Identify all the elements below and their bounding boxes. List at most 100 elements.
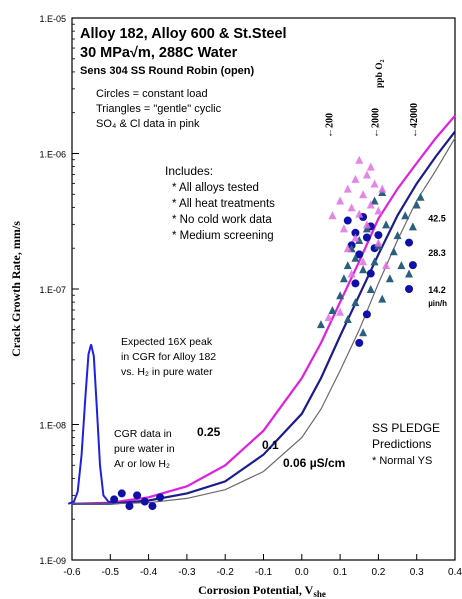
ppb-marker-2000: ←2000 bbox=[371, 108, 382, 138]
data-point-circle bbox=[355, 338, 364, 347]
data-point-circle bbox=[351, 279, 360, 288]
curve-label-0-25: 0.25 bbox=[197, 425, 221, 439]
data-point-circle bbox=[125, 502, 134, 511]
data-point-triangle bbox=[366, 200, 375, 209]
data-point-circle bbox=[148, 502, 157, 511]
y-axis-label: Crack Growth Rate, mm/s bbox=[9, 221, 23, 357]
peak-annotation-line-1: Expected 16X peak bbox=[121, 336, 213, 348]
chart-subtitle: Sens 304 SS Round Robin (open) bbox=[80, 65, 255, 77]
data-point-circle bbox=[343, 216, 352, 225]
legend-note-circles: Circles = constant load bbox=[96, 88, 208, 100]
includes-item-4: * Medium screening bbox=[172, 230, 274, 242]
includes-item-2: * All heat treatments bbox=[172, 198, 275, 210]
data-point-triangle bbox=[336, 307, 345, 316]
chart-title-line-2: 30 MPa√m, 288C Water bbox=[80, 45, 238, 61]
data-point-triangle bbox=[343, 244, 352, 253]
data-point-triangle bbox=[378, 184, 387, 193]
data-point-circle bbox=[355, 250, 364, 259]
data-point-triangle bbox=[389, 247, 398, 256]
data-point-triangle bbox=[401, 211, 410, 220]
data-point-triangle bbox=[374, 206, 383, 215]
legend-note-triangles: Triangles = "gentle" cyclic bbox=[96, 103, 222, 115]
data-point-circle bbox=[140, 497, 149, 506]
data-point-triangle bbox=[378, 294, 387, 303]
x-tick-label: 0.0 bbox=[295, 567, 309, 578]
data-point-triangle bbox=[405, 269, 414, 278]
y-tick-label: 1.E-07 bbox=[39, 285, 66, 295]
data-point-triangle bbox=[339, 274, 348, 283]
data-point-triangle bbox=[382, 261, 391, 270]
data-point-triangle bbox=[347, 203, 356, 212]
legend-note-pink: SO₄ & Cl data in pink bbox=[96, 118, 200, 130]
plot-area bbox=[71, 17, 456, 561]
pledge-annotation-line-2: Predictions bbox=[372, 437, 431, 451]
ppb-marker-label: ←2000 bbox=[371, 108, 382, 138]
velocity-label: 14.2 bbox=[428, 285, 446, 295]
data-point-triangle bbox=[355, 155, 364, 164]
curve-label-0-06: 0.06 µS/cm bbox=[283, 456, 345, 470]
data-point-triangle bbox=[336, 291, 345, 300]
data-point-triangle bbox=[351, 298, 360, 307]
ppb-marker-label: ←42000 bbox=[409, 103, 420, 138]
data-point-circle bbox=[366, 269, 375, 278]
x-tick-label: 0.2 bbox=[371, 567, 385, 578]
data-point-triangle bbox=[359, 328, 368, 337]
velocity-label: 28.3 bbox=[428, 248, 446, 258]
x-tick-label: 0.3 bbox=[410, 567, 424, 578]
data-point-circle bbox=[133, 491, 142, 500]
data-point-triangle bbox=[385, 274, 394, 283]
data-point-triangle bbox=[347, 269, 356, 278]
ppb-marker-label: ←200 bbox=[325, 113, 336, 138]
y-tick-label: 1.E-06 bbox=[39, 150, 66, 160]
data-point-circle bbox=[362, 310, 371, 319]
data-point-triangle bbox=[408, 222, 417, 231]
pure-water-annotation-line-2: pure water in bbox=[114, 443, 175, 455]
data-point-circle bbox=[405, 238, 414, 247]
data-point-triangle bbox=[336, 196, 345, 205]
x-tick-label: -0.1 bbox=[255, 567, 273, 578]
data-point-circle bbox=[117, 489, 126, 498]
data-point-triangle bbox=[316, 320, 325, 329]
data-point-triangle bbox=[351, 233, 360, 242]
data-point-circle bbox=[110, 495, 119, 504]
x-tick-label: 0.4 bbox=[448, 567, 462, 578]
ppb-o2-label: ppb O₂ bbox=[375, 59, 385, 88]
includes-title: Includes: bbox=[165, 164, 213, 178]
data-point-triangle bbox=[412, 200, 421, 209]
data-point-triangle bbox=[355, 235, 364, 244]
data-point-triangle bbox=[370, 179, 379, 188]
data-point-triangle bbox=[328, 211, 337, 220]
data-point-triangle bbox=[416, 192, 425, 201]
data-point-triangle bbox=[370, 257, 379, 266]
y-tick-label: 1.E-09 bbox=[39, 556, 66, 566]
pure-water-annotation-line-1: CGR data in bbox=[114, 428, 172, 440]
data-point-triangle bbox=[324, 313, 333, 322]
data-point-triangle bbox=[362, 170, 371, 179]
data-point-triangle bbox=[328, 305, 337, 314]
data-point-triangle bbox=[359, 257, 368, 266]
y-tick-label: 1.E-08 bbox=[39, 421, 66, 431]
data-point-circle bbox=[374, 231, 383, 240]
data-point-triangle bbox=[397, 261, 406, 270]
data-point-triangle bbox=[393, 231, 402, 240]
x-tick-label: -0.6 bbox=[63, 567, 81, 578]
data-point-triangle bbox=[343, 261, 352, 270]
data-point-triangle bbox=[351, 174, 360, 183]
data-point-triangle bbox=[359, 190, 368, 199]
velocity-label: µin/h bbox=[428, 299, 447, 308]
data-point-triangle bbox=[362, 224, 371, 233]
conductivity-curve-2 bbox=[72, 137, 456, 505]
pledge-annotation-line-3: * Normal YS bbox=[372, 455, 432, 467]
x-tick-label: -0.2 bbox=[217, 567, 235, 578]
data-point-circle bbox=[408, 261, 417, 270]
data-point-triangle bbox=[382, 220, 391, 229]
x-tick-label: -0.3 bbox=[178, 567, 196, 578]
pledge-annotation-line-1: SS PLEDGE bbox=[372, 421, 440, 435]
x-axis-label: Corrosion Potential, Vshe bbox=[198, 583, 326, 599]
data-point-triangle bbox=[351, 253, 360, 262]
x-tick-label: 0.1 bbox=[333, 567, 347, 578]
peak-annotation-line-2: in CGR for Alloy 182 bbox=[121, 351, 216, 363]
data-point-triangle bbox=[355, 209, 364, 218]
data-point-triangle bbox=[374, 238, 383, 247]
